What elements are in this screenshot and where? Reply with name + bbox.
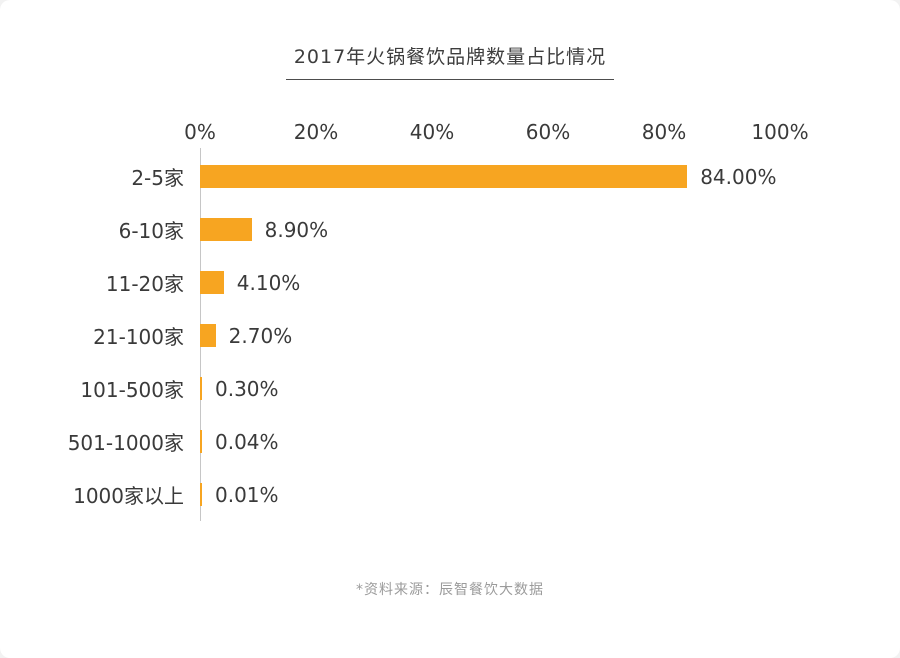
bar: [200, 271, 224, 294]
bar: [200, 430, 202, 453]
bar-row: 6-10家 8.90%: [0, 203, 900, 256]
value-label: 84.00%: [700, 164, 777, 189]
bar: [200, 324, 216, 347]
bar-track: 84.00%: [200, 150, 780, 203]
value-label: 8.90%: [264, 217, 329, 242]
bar-row: 101-500家 0.30%: [0, 362, 900, 415]
chart-rows: 2-5家 84.00% 6-10家 8.90% 11-20家 4.10% 21-100家 2.…: [0, 150, 900, 521]
value-label: 2.70%: [228, 323, 293, 348]
category-label: 501-1000家: [67, 431, 184, 455]
category-label: 101-500家: [80, 378, 184, 402]
x-axis-tick: 0%: [184, 120, 216, 144]
x-axis-tick: 20%: [293, 120, 339, 144]
bar-chart: 0% 20% 40% 60% 80% 100% 2-5家 84.00% 6-10家 8.90% 1…: [0, 120, 900, 521]
category-label: 2-5家: [131, 166, 184, 190]
x-axis-tick: 80%: [641, 120, 687, 144]
value-label: 0.04%: [215, 429, 279, 454]
category-label: 11-20家: [105, 272, 184, 296]
bar-row: 501-1000家 0.04%: [0, 415, 900, 468]
bar-track: 0.04%: [200, 415, 780, 468]
x-axis: 0% 20% 40% 60% 80% 100%: [184, 120, 808, 150]
bar-track: 0.01%: [200, 468, 780, 521]
bar-row: 1000家以上 0.01%: [0, 468, 900, 521]
category-label: 6-10家: [118, 219, 184, 243]
value-label: 4.10%: [236, 270, 301, 295]
bar-track: 4.10%: [200, 256, 780, 309]
category-label: 21-100家: [93, 325, 184, 349]
bar-row: 21-100家 2.70%: [0, 309, 900, 362]
value-label: 0.30%: [215, 376, 279, 401]
title-container: 2017年火锅餐饮品牌数量占比情况: [0, 0, 900, 80]
x-axis-tick: 60%: [525, 120, 571, 144]
bar: [200, 165, 688, 188]
value-label: 0.01%: [215, 482, 279, 507]
bar: [200, 377, 202, 400]
x-axis-tick: 40%: [409, 120, 455, 144]
bar-track: 8.90%: [200, 203, 780, 256]
x-axis-tick: 100%: [751, 120, 809, 144]
chart-title: 2017年火锅餐饮品牌数量占比情况: [285, 42, 615, 80]
bar-row: 2-5家 84.00%: [0, 150, 900, 203]
source-note: *资料来源：辰智餐饮大数据: [356, 582, 544, 598]
bar-row: 11-20家 4.10%: [0, 256, 900, 309]
bar-track: 2.70%: [200, 309, 780, 362]
bar-track: 0.30%: [200, 362, 780, 415]
bar: [200, 483, 202, 506]
bar: [200, 218, 252, 241]
category-label: 1000家以上: [73, 484, 184, 508]
